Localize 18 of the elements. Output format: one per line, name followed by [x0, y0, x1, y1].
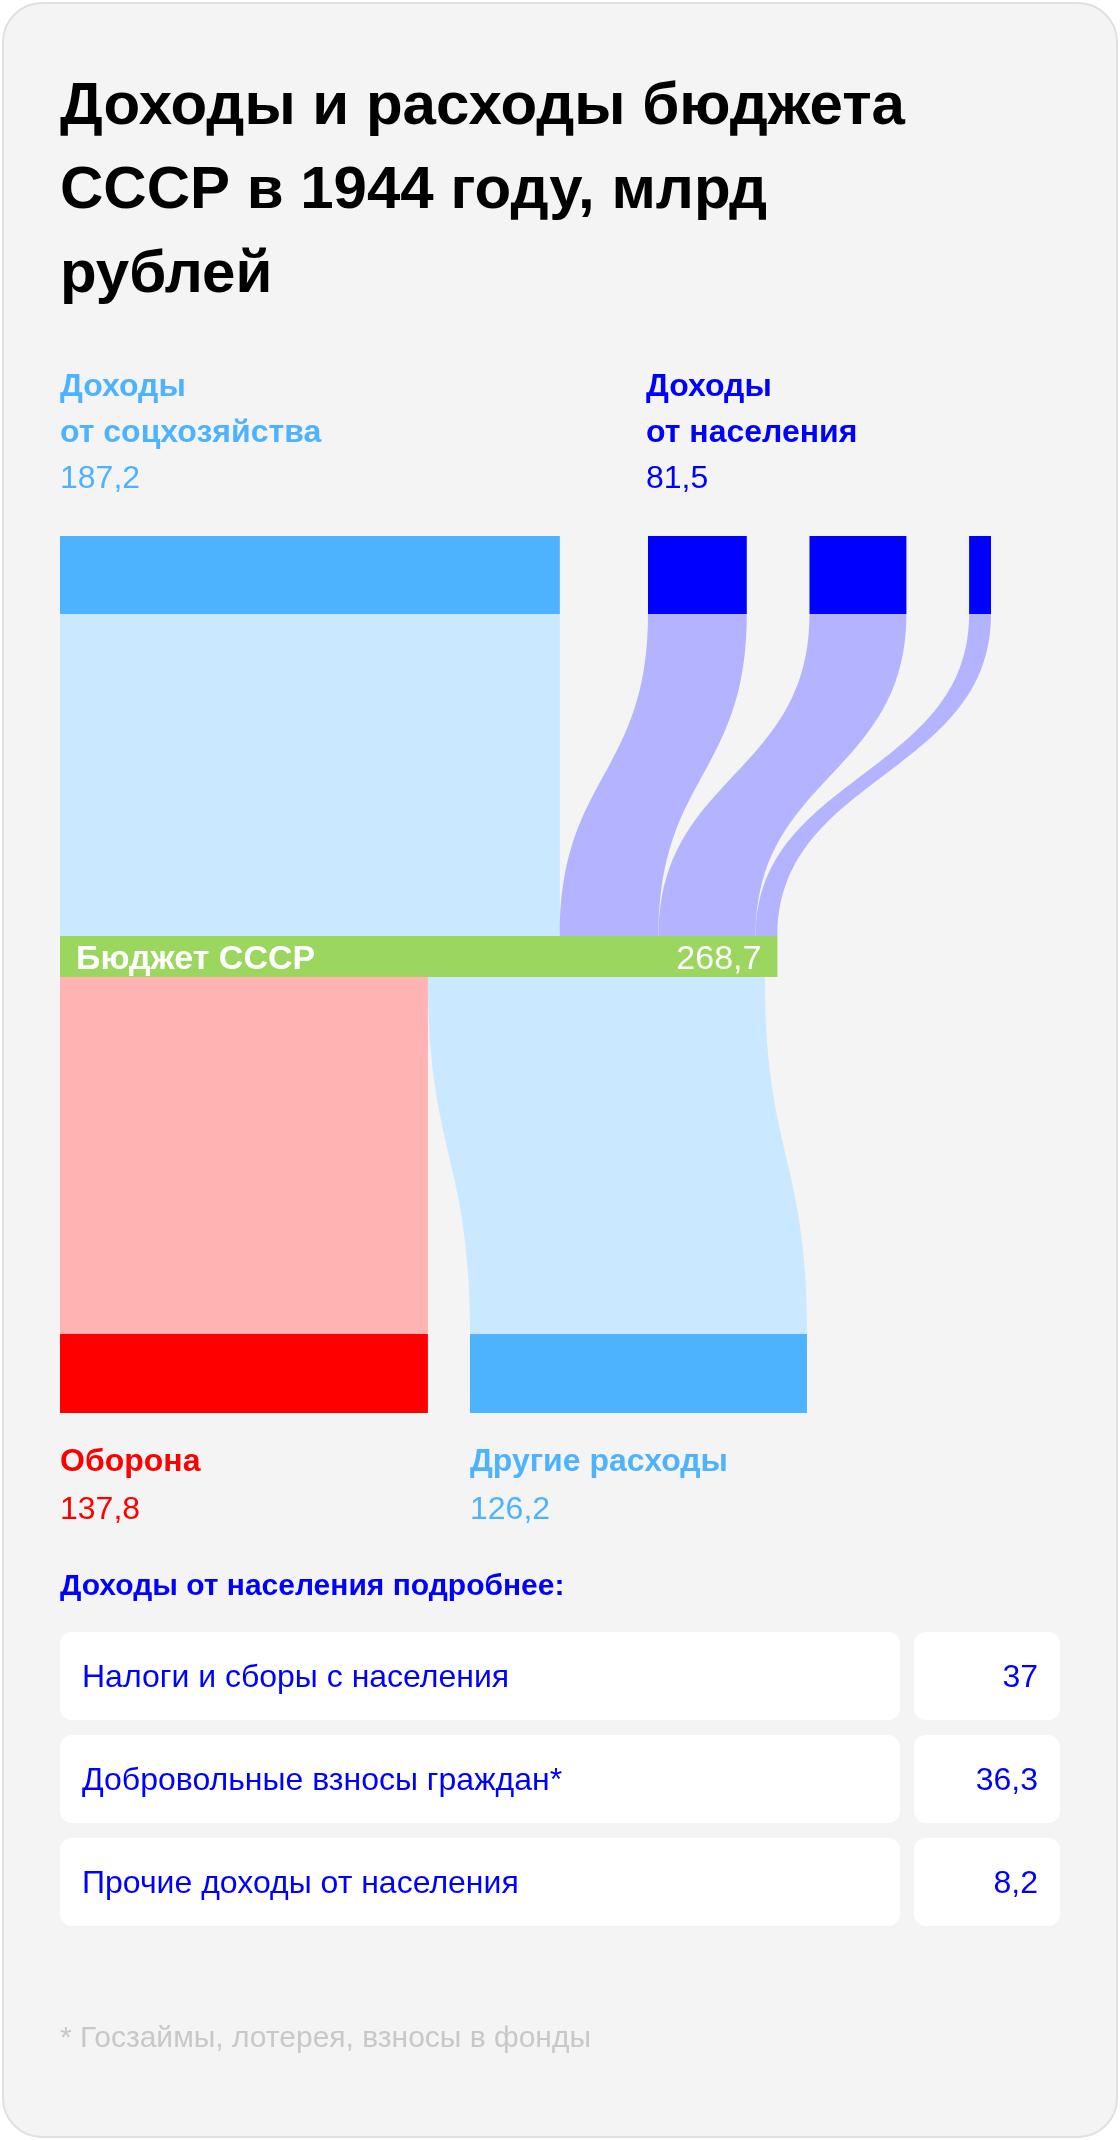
data-label: 187,2	[60, 458, 142, 497]
text: Доходы и расходы бюджета СССР в 1944 году, млрд рублей	[60, 69, 907, 307]
category-label: Бюджет СССР	[76, 937, 316, 976]
data-label: 268,7	[676, 937, 762, 976]
category-label: Оборона	[60, 1441, 201, 1480]
category-label: Добровольные взносы граждан*	[60, 1735, 900, 1823]
data-label: 8,2	[914, 1838, 1060, 1926]
category-label: Доходы от соцхозяйства	[60, 366, 322, 451]
category-label: Прочие доходы от населения	[60, 1838, 900, 1926]
data-label: 36,3	[914, 1735, 1060, 1823]
text: Доходы от населения подробнее:	[60, 1568, 566, 1602]
category-label: Налоги и сборы с населения	[60, 1632, 900, 1720]
data-label: 126,2	[470, 1489, 552, 1528]
data-label: 37	[914, 1632, 1060, 1720]
data-label: 137,8	[60, 1489, 142, 1528]
data-label: 81,5	[646, 458, 710, 497]
category-label: Другие расходы	[470, 1441, 728, 1480]
category-label: Доходы от населения	[646, 366, 858, 451]
